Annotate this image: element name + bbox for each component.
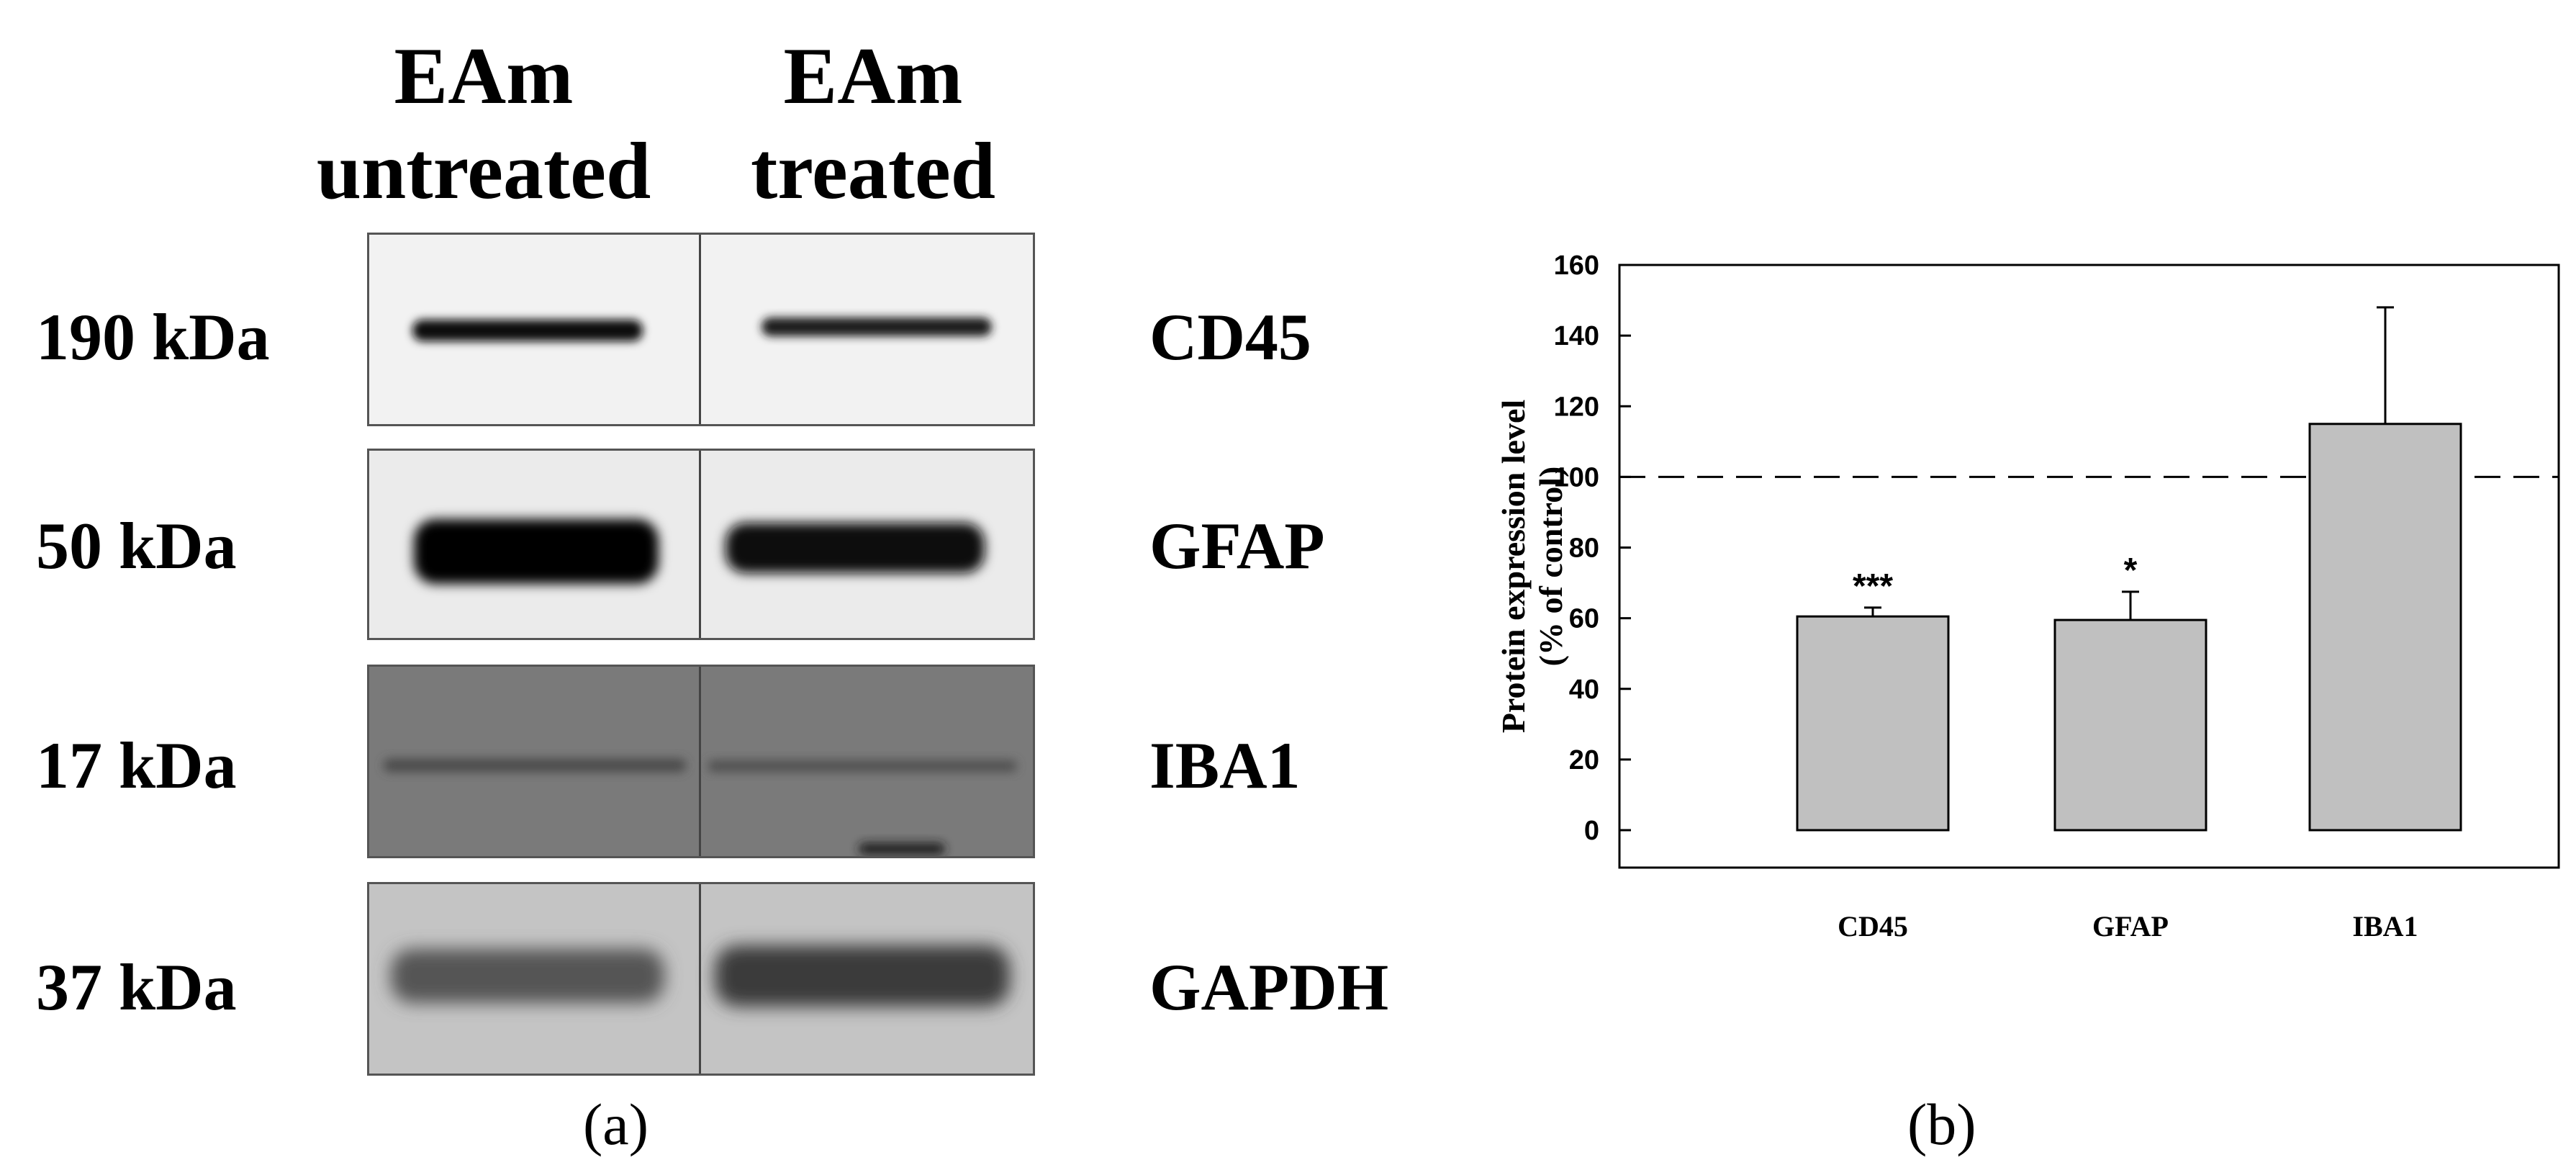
lane-separator <box>699 884 701 1074</box>
significance-gfap: * <box>2124 552 2138 590</box>
band-gfap-untreated <box>414 519 659 584</box>
column-header-line2: treated <box>751 127 995 216</box>
protein-label-gapdh: GAPDH <box>1149 950 1389 1024</box>
y-axis-label-line1: Protein expression level <box>1496 400 1532 733</box>
blot-cd45-bands <box>412 318 992 341</box>
bar-iba1 <box>2308 423 2462 832</box>
y-tick-label: 40 <box>1569 675 1599 705</box>
significance-cd45: *** <box>1853 567 1893 606</box>
kda-label-190: 190 kDa <box>36 300 270 374</box>
lane-separator <box>699 451 701 638</box>
protein-label-iba1: IBA1 <box>1149 729 1301 802</box>
plot-frame <box>1618 264 2560 869</box>
x-tick-label-iba1: IBA1 <box>2352 910 2418 942</box>
x-tick-label-cd45: CD45 <box>1838 910 1908 942</box>
column-header-treated: EAm treated <box>672 29 1075 219</box>
column-header-line1: EAm <box>394 32 574 121</box>
blot-gapdh <box>367 882 1035 1076</box>
bar-cd45 <box>1796 615 1950 832</box>
panel-label-a: (a) <box>583 1092 649 1157</box>
blot-gapdh-bands <box>391 945 1010 1007</box>
band-gapdh-untreated <box>391 949 664 1003</box>
y-tick-label: 60 <box>1569 604 1599 634</box>
y-axis-label-line2: (% of control) <box>1532 467 1569 667</box>
lane-separator <box>699 235 701 424</box>
blot-iba1 <box>367 665 1035 858</box>
bar-gfap <box>2053 618 2207 832</box>
blot-gfap-bands <box>414 519 985 584</box>
kda-label-17: 17 kDa <box>36 729 237 802</box>
x-tick-label-gfap: GFAP <box>2092 910 2169 942</box>
blot-gfap <box>367 449 1035 640</box>
protein-label-gfap: GFAP <box>1149 509 1325 582</box>
y-tick-label: 80 <box>1569 534 1599 564</box>
band-cd45-treated <box>761 318 992 336</box>
panel-label-b: (b) <box>1907 1092 1976 1157</box>
column-header-line2: untreated <box>316 127 651 216</box>
blot-iba1-bands <box>384 759 1017 855</box>
y-tick-label: 140 <box>1554 321 1599 351</box>
protein-label-cd45: CD45 <box>1149 300 1311 374</box>
bar-chart: 0 20 40 60 80 100 120 140 160 Protein expression … <box>1496 251 2560 942</box>
band-gfap-treated <box>726 523 985 573</box>
band-gapdh-treated <box>715 945 1010 1007</box>
column-header-line1: EAm <box>783 32 963 121</box>
band-iba1-spot <box>859 843 945 855</box>
kda-label-50: 50 kDa <box>36 509 237 582</box>
y-tick-label: 120 <box>1554 392 1599 422</box>
blot-cd45 <box>367 233 1035 426</box>
band-iba1-treated <box>708 760 1017 772</box>
y-tick-label: 20 <box>1569 745 1599 775</box>
column-header-untreated: EAm untreated <box>282 29 685 219</box>
band-cd45-untreated <box>412 320 643 341</box>
y-tick-label: 160 <box>1554 251 1599 281</box>
lane-separator <box>699 667 701 856</box>
kda-label-37: 37 kDa <box>36 950 237 1024</box>
y-tick-label: 100 <box>1554 462 1599 492</box>
y-tick-label: 0 <box>1584 816 1599 846</box>
band-iba1-untreated <box>384 759 686 772</box>
